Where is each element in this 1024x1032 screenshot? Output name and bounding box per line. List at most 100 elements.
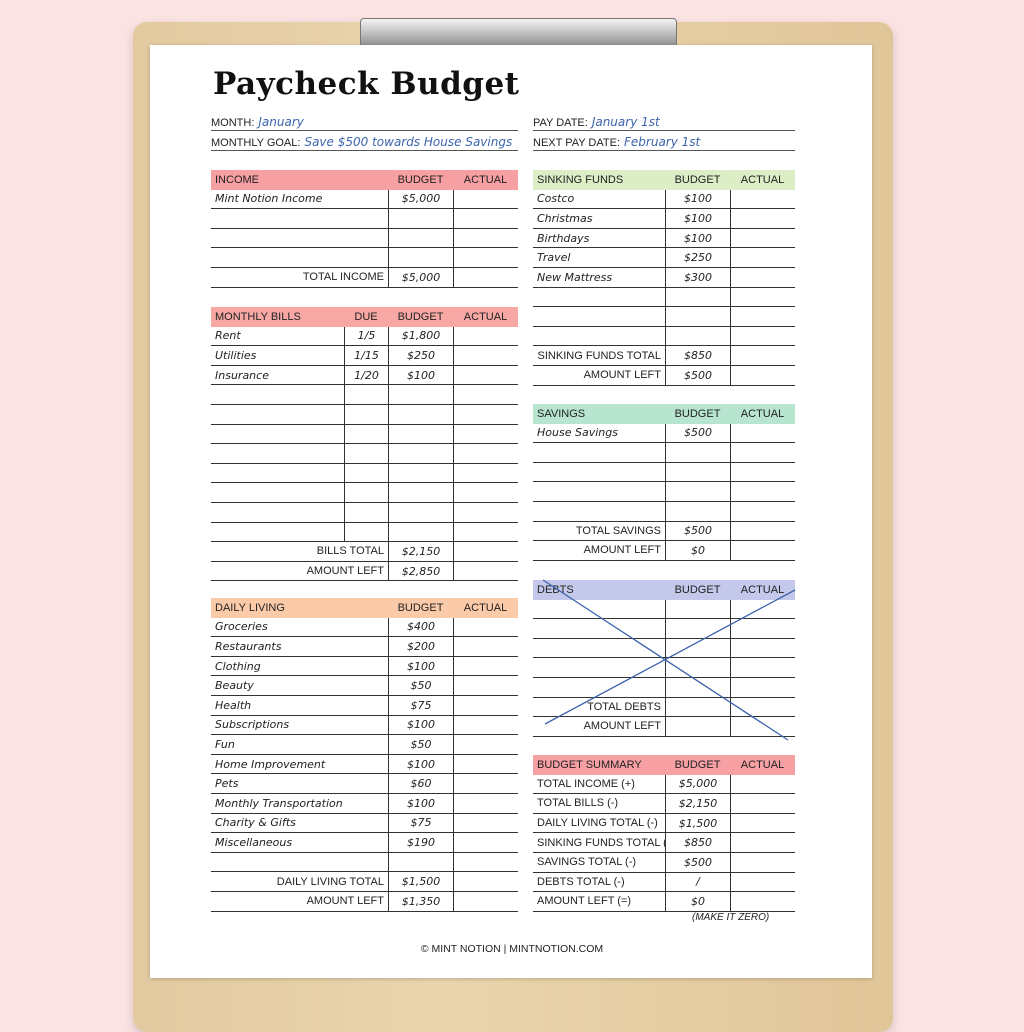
bills-cell[interactable] (388, 522, 453, 542)
summary-cell[interactable] (730, 833, 795, 852)
bills-cell[interactable] (388, 502, 453, 522)
summary-cell[interactable]: SINKING FUNDS TOTAL (-) (537, 836, 665, 849)
daily-cell[interactable]: $75 (388, 695, 453, 715)
daily-cell[interactable] (453, 617, 518, 637)
bills-cell[interactable] (388, 424, 453, 444)
debts-cell[interactable] (533, 600, 665, 619)
daily-cell[interactable]: Subscriptions (215, 718, 290, 732)
bills-cell[interactable]: 1/5 (344, 326, 388, 346)
savings-cell[interactable] (665, 501, 730, 521)
daily-cell[interactable]: Clothing (215, 659, 261, 673)
bills-cell[interactable] (211, 444, 344, 463)
sinking-cell[interactable] (533, 288, 665, 307)
savings-total-actual[interactable] (730, 521, 795, 541)
debts-cell[interactable] (730, 599, 795, 619)
daily-cell[interactable]: $60 (388, 774, 453, 793)
debts-cell[interactable] (730, 677, 795, 697)
savings-cell[interactable] (730, 501, 795, 521)
debts-cell[interactable] (665, 638, 730, 658)
income-cell[interactable] (211, 209, 388, 228)
daily-cell[interactable]: Health (215, 698, 252, 712)
summary-cell[interactable]: AMOUNT LEFT (=) (537, 895, 632, 908)
summary-cell[interactable]: $1,500 (665, 813, 730, 833)
savings-cell[interactable]: $500 (665, 423, 730, 443)
bills-cell[interactable]: $1,800 (388, 326, 453, 346)
income-cell[interactable] (453, 189, 518, 209)
sinking-cell[interactable] (533, 327, 665, 346)
daily-cell[interactable] (453, 715, 518, 735)
bills-cell[interactable] (453, 444, 518, 463)
income-cell[interactable] (211, 229, 388, 248)
bills-cell[interactable] (211, 405, 344, 424)
sinking-cell[interactable]: Birthdays (537, 231, 590, 245)
debts-cell[interactable] (730, 619, 795, 638)
daily-cell[interactable] (453, 813, 518, 833)
daily-cell[interactable] (453, 676, 518, 695)
bills-cell[interactable] (344, 522, 388, 542)
daily-cell[interactable]: $100 (388, 715, 453, 735)
summary-cell[interactable] (730, 852, 795, 872)
debts-cell[interactable] (533, 619, 665, 638)
sinking-cell[interactable] (730, 307, 795, 326)
bills-cell[interactable]: Insurance (215, 368, 269, 382)
bills-total-budget[interactable]: $2,150 (388, 542, 453, 561)
bills-cell[interactable] (453, 326, 518, 346)
month-field[interactable]: MONTH: January (211, 112, 518, 131)
daily-cell[interactable]: $200 (388, 637, 453, 656)
savings-cell[interactable] (665, 443, 730, 462)
monthly-goal-field[interactable]: MONTHLY GOAL: Save $500 towards House Sav… (211, 132, 518, 151)
daily-cell[interactable] (211, 853, 388, 872)
bills-cell[interactable] (211, 483, 344, 502)
savings-cell[interactable] (665, 482, 730, 501)
bills-cell[interactable] (453, 502, 518, 522)
daily-total-budget[interactable]: $1,500 (388, 872, 453, 891)
summary-cell[interactable]: TOTAL BILLS (-) (537, 797, 619, 810)
bills-cell[interactable] (388, 385, 453, 404)
bills-cell[interactable] (388, 444, 453, 463)
income-total-budget[interactable]: $5,000 (388, 267, 453, 287)
income-total-actual[interactable] (453, 267, 518, 287)
sinking-cell[interactable]: $250 (665, 248, 730, 267)
sinking-cell[interactable] (730, 228, 795, 248)
sinking-cell[interactable] (730, 248, 795, 267)
daily-cell[interactable]: $100 (388, 793, 453, 813)
sinking-cell[interactable] (730, 209, 795, 228)
sinking-cell[interactable]: Costco (537, 192, 575, 206)
bills-cell[interactable] (453, 483, 518, 502)
summary-cell[interactable]: / (665, 872, 730, 892)
income-cell[interactable] (453, 228, 518, 248)
daily-total-actual[interactable] (453, 891, 518, 911)
income-cell[interactable] (453, 248, 518, 267)
debts-cell[interactable] (665, 619, 730, 638)
daily-cell[interactable] (453, 735, 518, 754)
summary-cell[interactable]: $0 (665, 892, 730, 911)
daily-total-budget[interactable]: $1,350 (388, 891, 453, 911)
bills-cell[interactable] (211, 503, 344, 522)
summary-cell[interactable]: DAILY LIVING TOTAL (-) (537, 817, 658, 830)
daily-cell[interactable]: $190 (388, 833, 453, 852)
bills-cell[interactable] (344, 483, 388, 502)
bills-cell[interactable] (453, 424, 518, 444)
bills-cell[interactable] (344, 404, 388, 424)
sinking-cell[interactable]: $300 (665, 267, 730, 287)
income-cell[interactable]: Mint Notion Income (215, 192, 323, 206)
debts-cell[interactable] (665, 599, 730, 619)
summary-cell[interactable]: $2,150 (665, 794, 730, 813)
bills-total-actual[interactable] (453, 542, 518, 561)
sinking-cell[interactable] (730, 267, 795, 287)
debts-total-actual[interactable] (730, 697, 795, 717)
debts-cell[interactable] (533, 658, 665, 677)
daily-cell[interactable] (388, 852, 453, 872)
sinking-cell[interactable] (730, 287, 795, 307)
pay-date-field[interactable]: PAY DATE: January 1st (533, 112, 795, 131)
bills-cell[interactable] (453, 346, 518, 365)
daily-cell[interactable]: $400 (388, 617, 453, 637)
savings-cell[interactable] (730, 462, 795, 482)
bills-cell[interactable] (211, 425, 344, 444)
daily-cell[interactable]: Groceries (215, 620, 268, 634)
savings-total-actual[interactable] (730, 541, 795, 560)
daily-cell[interactable]: Monthly Transportation (215, 796, 343, 810)
sinking-cell[interactable]: $100 (665, 228, 730, 248)
daily-cell[interactable]: Restaurants (215, 639, 282, 653)
summary-cell[interactable] (730, 794, 795, 813)
